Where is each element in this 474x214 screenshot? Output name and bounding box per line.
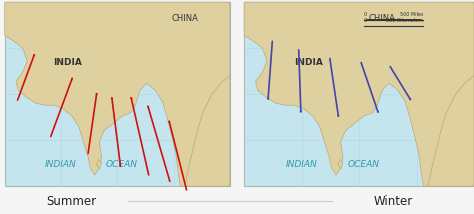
Text: 0: 0: [364, 12, 367, 17]
Text: 500 Miles: 500 Miles: [400, 12, 423, 17]
Text: INDIAN: INDIAN: [286, 160, 318, 169]
Polygon shape: [97, 159, 101, 169]
Text: Summer: Summer: [46, 195, 96, 208]
Text: CHINA: CHINA: [172, 14, 198, 23]
Text: CHINA: CHINA: [369, 14, 395, 23]
Text: Winter: Winter: [374, 195, 413, 208]
Polygon shape: [185, 76, 230, 186]
Polygon shape: [5, 2, 230, 186]
Text: OCEAN: OCEAN: [106, 160, 138, 169]
Polygon shape: [338, 159, 343, 169]
Text: 500 Kilometers: 500 Kilometers: [386, 18, 423, 24]
Text: INDIA: INDIA: [294, 58, 323, 67]
Bar: [5, 2, 230, 186]
Text: 0: 0: [364, 18, 367, 24]
Text: INDIAN: INDIAN: [45, 160, 77, 169]
Polygon shape: [244, 2, 474, 186]
Text: OCEAN: OCEAN: [347, 160, 380, 169]
Text: INDIA: INDIA: [54, 58, 82, 67]
Polygon shape: [428, 76, 474, 186]
Bar: [244, 2, 474, 186]
